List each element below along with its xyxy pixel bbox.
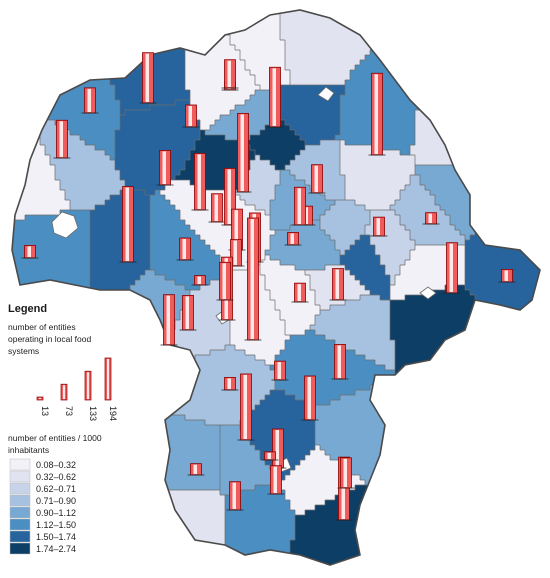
county-bar (422, 212, 440, 225)
legend-class-label: 0.71–0.90 (36, 496, 76, 506)
legend-class-label: 0.08–0.32 (36, 460, 76, 470)
county-bar (301, 375, 319, 421)
county-bar (244, 217, 262, 341)
county-region (280, 445, 365, 515)
county-region (25, 105, 125, 210)
legend-title: Legend (8, 303, 47, 315)
county-bar (191, 153, 209, 211)
county-region (12, 490, 225, 565)
county-bar (234, 112, 252, 193)
county-region (340, 140, 415, 210)
legend-class-swatch (9, 458, 31, 471)
legend-class-label: 0.62–0.71 (36, 484, 76, 494)
county-region (115, 100, 200, 195)
legend-class-swatch (9, 506, 31, 519)
county-bar (221, 377, 239, 391)
county-bar (267, 465, 285, 495)
county-bar (308, 164, 326, 194)
county-bar (176, 237, 194, 261)
county-region (320, 200, 370, 255)
legend-bar-label: 194 (108, 406, 118, 421)
city-enclaves (51, 86, 437, 473)
county-bar (53, 119, 71, 159)
legend-class-label: 1.50–1.74 (36, 532, 76, 542)
county-bar (335, 456, 353, 521)
county-bar (21, 245, 39, 259)
legend-class-swatch (9, 542, 31, 555)
county-bar (221, 59, 239, 89)
county-bar (216, 261, 234, 301)
bars-caption-line-3: systems (8, 346, 39, 356)
county-bar (237, 373, 255, 441)
county-region (90, 190, 150, 325)
legend-class-swatch (9, 494, 31, 507)
county-bar (226, 481, 244, 511)
county-region (390, 175, 465, 245)
county-region (265, 220, 340, 270)
city-enclave (51, 211, 79, 239)
legend-class-swatch (9, 518, 31, 531)
bars-caption-line-2: operating in local food (8, 334, 91, 344)
legend-class-swatch (9, 482, 31, 495)
county-region (160, 180, 275, 270)
county-bar (179, 295, 197, 331)
legend-class-swatch (9, 470, 31, 483)
county-bar (139, 52, 157, 104)
city-enclave (317, 86, 335, 102)
choropleth-caption-line-2: inhabitants (8, 445, 49, 455)
county-bar (329, 268, 347, 301)
county-region (465, 185, 540, 400)
county-bar (284, 232, 302, 246)
legend-class-label: 1.74–2.74 (36, 544, 76, 554)
county-bar (337, 457, 355, 489)
county-bar (498, 269, 516, 283)
county-bar (291, 186, 309, 226)
legend-bar-label: 133 (88, 406, 98, 421)
choropleth-caption-line-1: number of entities / 1000 (8, 433, 102, 443)
county-region (220, 425, 275, 495)
county-region (340, 235, 390, 300)
legend-class-swatch (9, 530, 31, 543)
county-bar (291, 282, 309, 303)
county-bar (331, 344, 349, 380)
county-region (270, 330, 395, 405)
county-bar (156, 150, 174, 186)
county-bar (261, 451, 279, 461)
county-bar (271, 360, 289, 381)
county-bar (208, 193, 226, 223)
county-bar (370, 216, 388, 237)
county-bar (191, 275, 209, 286)
county-bar (443, 242, 461, 294)
legend-bar-label: 13 (40, 406, 50, 416)
legend-class-label: 1.12–1.50 (36, 520, 76, 530)
county-bar (266, 66, 284, 128)
county-bar (160, 294, 178, 346)
county-region (310, 295, 395, 370)
map-legend: Legend number of entities operating in l… (8, 303, 118, 555)
legend-bar-label: 73 (64, 406, 74, 416)
county-bar (119, 186, 137, 263)
legend-class-label: 0.90–1.12 (36, 508, 76, 518)
county-bar (81, 87, 99, 114)
county-bar (368, 72, 386, 156)
city-enclave (419, 286, 437, 300)
county-region (410, 10, 540, 165)
county-bar (187, 463, 205, 476)
county-bar (182, 104, 200, 128)
legend-class-label: 0.32–0.62 (36, 472, 76, 482)
bars-caption-line-1: number of entities (8, 322, 76, 332)
